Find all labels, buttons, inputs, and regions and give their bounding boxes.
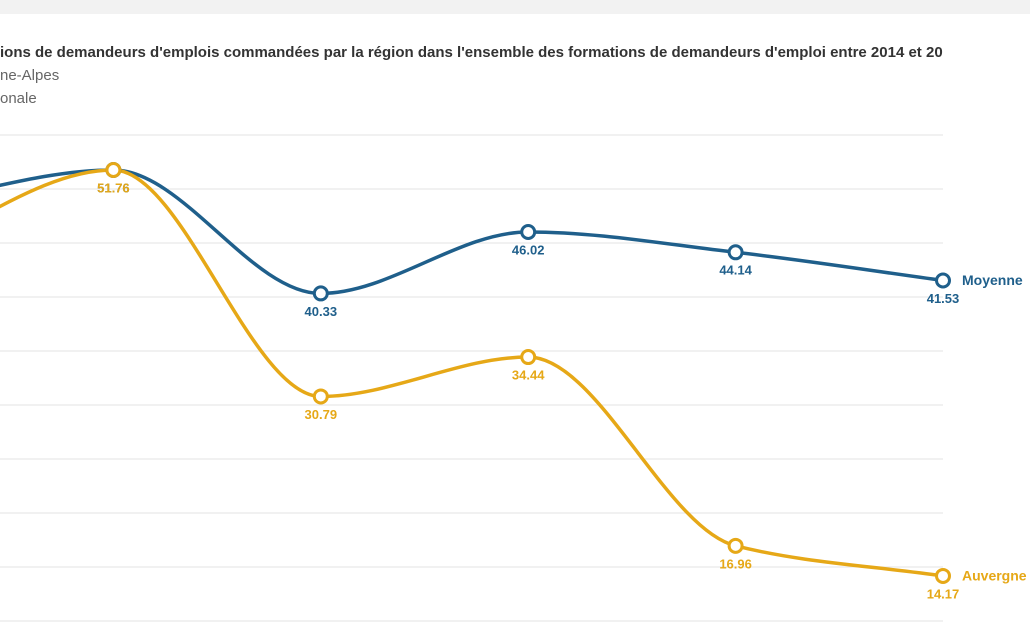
point xyxy=(520,349,537,366)
series-line xyxy=(0,168,944,578)
data-label: 14.17 xyxy=(927,586,960,601)
point xyxy=(935,567,951,584)
series-end-label: Moyenne xyxy=(962,272,1023,288)
point xyxy=(935,272,951,289)
point xyxy=(105,161,122,178)
data-label: 51.76 xyxy=(97,180,130,195)
data-label: 46.02 xyxy=(512,242,545,257)
point xyxy=(312,285,329,302)
data-label: 30.79 xyxy=(305,407,338,422)
data-label: 40.33 xyxy=(305,304,338,319)
data-label: 16.96 xyxy=(719,556,752,571)
data-label: 44.14 xyxy=(719,263,752,278)
data-label: 34.44 xyxy=(512,367,545,382)
chart-title: ions de demandeurs d'emplois commandées … xyxy=(0,44,943,61)
point xyxy=(520,223,537,240)
legend-label: ne-Alpes xyxy=(0,67,59,84)
data-label: 41.53 xyxy=(927,291,960,306)
legend-label: onale xyxy=(0,90,37,107)
point xyxy=(312,388,329,405)
top-bar xyxy=(0,0,1030,14)
point xyxy=(727,537,744,554)
series-end-label: Auvergne xyxy=(962,568,1027,584)
point xyxy=(727,244,744,261)
data-label: 51.76 xyxy=(97,180,130,195)
plot: 48.551.7640.3346.0244.1441.53Moyenne4451… xyxy=(0,161,1027,601)
grid xyxy=(0,134,943,622)
